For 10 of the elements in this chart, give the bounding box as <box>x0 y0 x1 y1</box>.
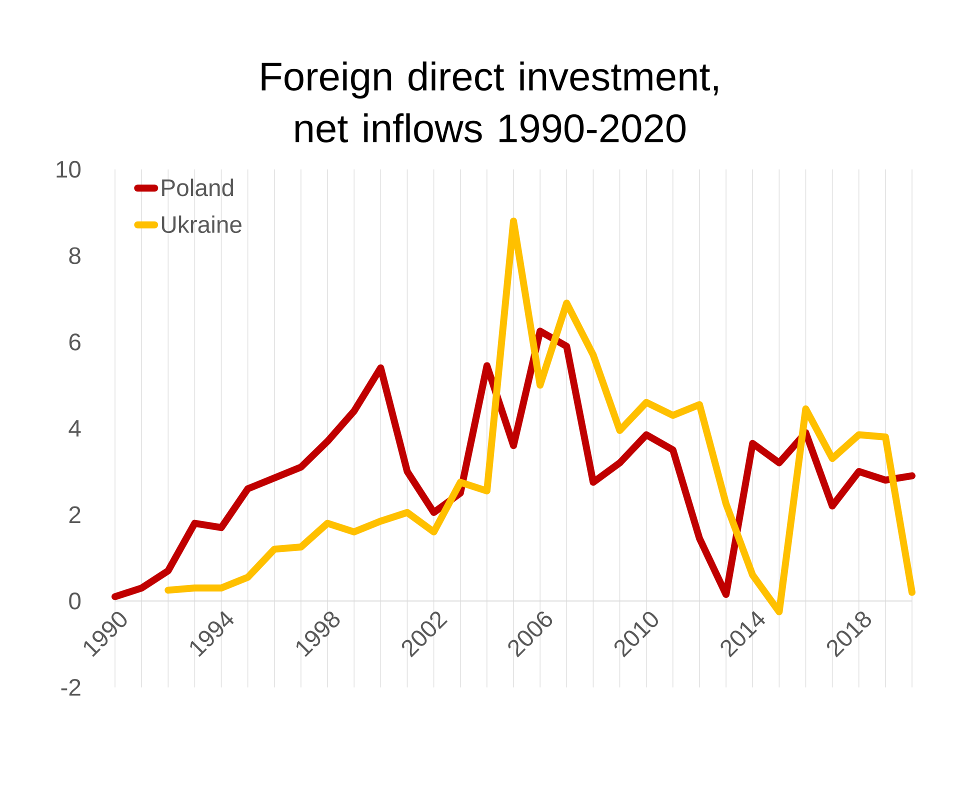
y-tick-label: 6 <box>69 334 80 350</box>
legend-label: Poland <box>162 178 234 196</box>
y-tick-label: -2 <box>61 678 80 696</box>
y-tick-label: 10 <box>56 160 81 178</box>
y-tick-label: 0 <box>69 592 81 610</box>
y-tick-label: 2 <box>69 506 80 523</box>
legend-label: Ukraine <box>162 215 242 234</box>
y-tick-label: 4 <box>68 420 81 437</box>
chart-title: Foreign direct investment, net inflows 1990-2020 <box>262 61 718 143</box>
y-tick-label: 8 <box>69 247 80 264</box>
